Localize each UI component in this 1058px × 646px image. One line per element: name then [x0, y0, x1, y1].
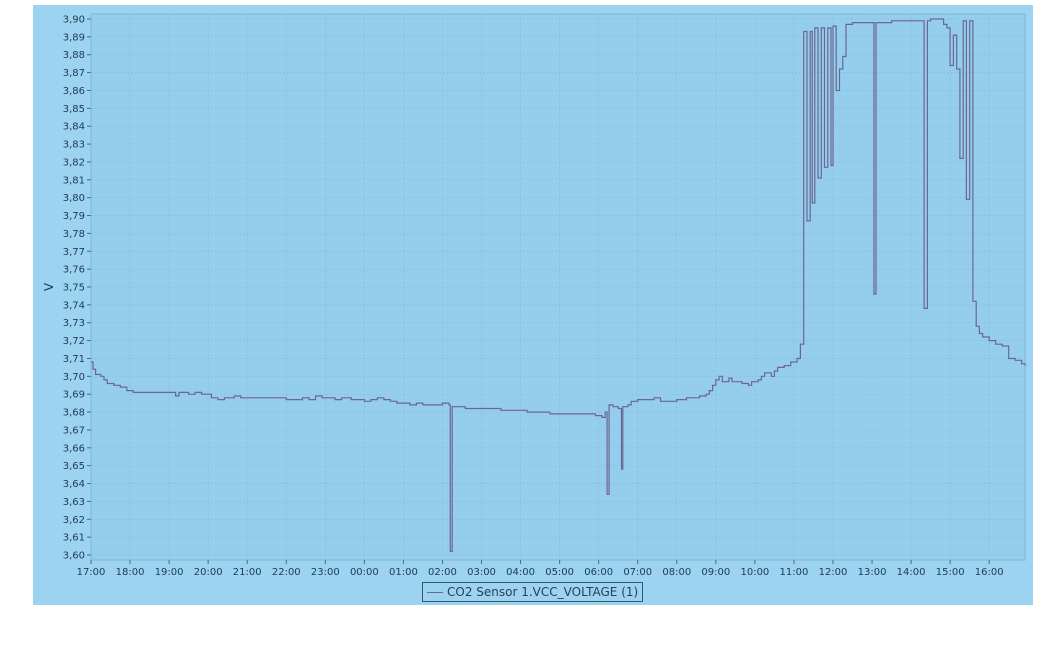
y-tick-label: 3,69 — [63, 390, 85, 401]
x-tick-label: 06:00 — [584, 567, 613, 578]
y-tick-label: 3,81 — [63, 175, 85, 186]
x-tick-label: 22:00 — [272, 567, 301, 578]
x-tick-label: 01:00 — [389, 567, 418, 578]
y-tick-label: 3,67 — [63, 425, 85, 436]
x-tick-label: 13:00 — [858, 567, 887, 578]
y-tick-label: 3,61 — [63, 533, 85, 544]
x-tick-label: 20:00 — [194, 567, 223, 578]
y-tick-label: 3,68 — [63, 408, 85, 419]
y-tick-label: 3,75 — [63, 283, 85, 294]
x-tick-label: 09:00 — [701, 567, 730, 578]
x-tick-label: 03:00 — [467, 567, 496, 578]
y-tick-label: 3,77 — [63, 247, 85, 258]
y-tick-label: 3,65 — [63, 461, 85, 472]
x-axis: 17:00 18:00 19:00 20:00 21:00 22:00 23:00 00:00… — [77, 560, 1004, 578]
series-line — [91, 18, 1026, 552]
x-tick-label: 23:00 — [311, 567, 340, 578]
y-tick-label: 3,70 — [63, 372, 85, 383]
x-tick-label: 18:00 — [116, 567, 145, 578]
x-tick-label: 10:00 — [740, 567, 769, 578]
y-tick-label: 3,88 — [63, 50, 85, 61]
x-tick-label: 11:00 — [780, 567, 809, 578]
y-tick-label: 3,64 — [63, 479, 85, 490]
y-tick-label: 3,74 — [63, 300, 85, 311]
x-tick-label: 00:00 — [350, 567, 379, 578]
y-tick-label: 3,82 — [63, 157, 85, 168]
x-tick-label: 16:00 — [975, 567, 1004, 578]
y-tick-label: 3,85 — [63, 104, 85, 115]
plot-area — [90, 13, 1026, 561]
y-tick-label: 3,80 — [63, 193, 85, 204]
chart-svg: 3,60 3,61 3,62 3,63 3,64 3,65 3,66 3,67 3,68 3,69… — [42, 13, 1026, 578]
x-tick-label: 02:00 — [428, 567, 457, 578]
x-tick-label: 19:00 — [155, 567, 184, 578]
legend-line-icon — [427, 591, 443, 593]
legend-label: CO2 Sensor 1.VCC_VOLTAGE (1) — [447, 585, 639, 599]
x-tick-label: 14:00 — [897, 567, 926, 578]
y-tick-label: 3,89 — [63, 32, 85, 43]
chart-panel: 3,60 3,61 3,62 3,63 3,64 3,65 3,66 3,67 3,68 3,69… — [33, 5, 1033, 605]
y-tick-label: 3,78 — [63, 229, 85, 240]
x-tick-label: 08:00 — [662, 567, 691, 578]
y-axis-title: V — [42, 282, 56, 291]
x-tick-label: 05:00 — [545, 567, 574, 578]
legend: CO2 Sensor 1.VCC_VOLTAGE (1) — [422, 582, 644, 602]
y-tick-label: 3,72 — [63, 336, 85, 347]
x-tick-label: 04:00 — [506, 567, 535, 578]
y-tick-label: 3,66 — [63, 443, 85, 454]
y-axis: 3,60 3,61 3,62 3,63 3,64 3,65 3,66 3,67 3,68 3,69… — [63, 15, 91, 562]
x-tick-label: 17:00 — [77, 567, 106, 578]
y-tick-label: 3,83 — [63, 140, 85, 151]
y-tick-label: 3,60 — [63, 551, 85, 562]
y-tick-label: 3,63 — [63, 497, 85, 508]
x-tick-label: 15:00 — [936, 567, 965, 578]
y-tick-label: 3,62 — [63, 515, 85, 526]
y-tick-label: 3,79 — [63, 211, 85, 222]
y-tick-label: 3,87 — [63, 68, 85, 79]
x-tick-label: 12:00 — [819, 567, 848, 578]
x-tick-label: 21:00 — [233, 567, 262, 578]
y-tick-label: 3,73 — [63, 318, 85, 329]
x-tick-label: 07:00 — [623, 567, 652, 578]
y-tick-label: 3,71 — [63, 354, 85, 365]
y-tick-label: 3,76 — [63, 265, 85, 276]
y-tick-label: 3,84 — [63, 122, 85, 133]
y-tick-label: 3,86 — [63, 86, 85, 97]
y-tick-label: 3,90 — [63, 15, 85, 26]
